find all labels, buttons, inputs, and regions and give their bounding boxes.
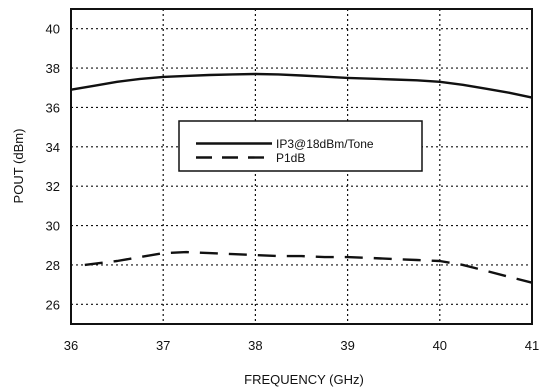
- y-tick-label: 36: [46, 100, 60, 115]
- axis-ticks: 36 37 38 39 40 41 26 28 30 32 34 36 38 40: [46, 22, 540, 353]
- x-tick-label: 41: [525, 338, 539, 353]
- y-tick-label: 32: [46, 179, 60, 194]
- legend-box: [178, 120, 423, 172]
- series-line-p1db: [84, 250, 533, 284]
- x-tick-label: 36: [64, 338, 78, 353]
- x-tick-label: 37: [156, 338, 170, 353]
- plot-frame: [70, 8, 533, 325]
- y-tick-label: 28: [46, 258, 60, 273]
- legend-label-ip3: IP3@18dBm/Tone: [276, 137, 374, 151]
- x-tick-label: 40: [433, 338, 447, 353]
- x-tick-label: 39: [340, 338, 354, 353]
- legend: IP3@18dBm/Tone P1dB: [178, 120, 423, 172]
- y-tick-label: 30: [46, 219, 60, 234]
- series-group: [70, 72, 533, 284]
- y-axis-label: POUT (dBm): [11, 129, 26, 204]
- legend-label-p1db: P1dB: [276, 151, 305, 165]
- y-tick-label: 40: [46, 22, 60, 37]
- y-tick-label: 34: [46, 140, 60, 155]
- x-tick-label: 38: [248, 338, 262, 353]
- y-tick-label: 38: [46, 61, 60, 76]
- series-line-ip3: [70, 72, 533, 99]
- x-axis-label: FREQUENCY (GHz): [244, 372, 364, 387]
- y-tick-label: 26: [46, 297, 60, 312]
